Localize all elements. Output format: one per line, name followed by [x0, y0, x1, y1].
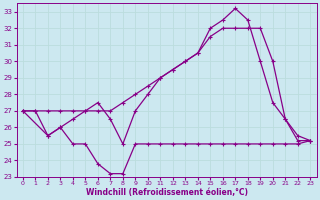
X-axis label: Windchill (Refroidissement éolien,°C): Windchill (Refroidissement éolien,°C)	[85, 188, 248, 197]
